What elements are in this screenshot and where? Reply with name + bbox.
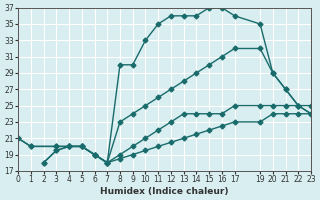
X-axis label: Humidex (Indice chaleur): Humidex (Indice chaleur) (100, 187, 229, 196)
